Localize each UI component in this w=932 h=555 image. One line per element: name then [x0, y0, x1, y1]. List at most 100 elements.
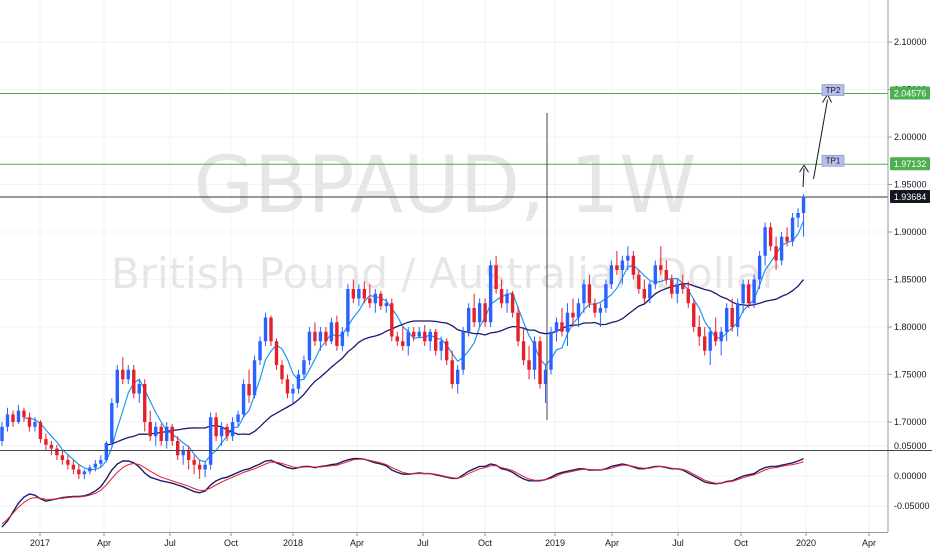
candle-body[interactable]: [214, 417, 218, 437]
candle-body[interactable]: [724, 308, 729, 332]
candle-body[interactable]: [340, 331, 345, 346]
candle-body[interactable]: [5, 414, 10, 427]
candle-body[interactable]: [681, 284, 685, 289]
candle-body[interactable]: [598, 308, 603, 313]
candle-body[interactable]: [335, 322, 339, 346]
candle-body[interactable]: [126, 369, 130, 380]
candles[interactable]: [0, 194, 806, 479]
candle-body[interactable]: [49, 444, 54, 449]
candle-body[interactable]: [269, 317, 273, 342]
candle-body[interactable]: [208, 417, 213, 465]
candle-body[interactable]: [115, 369, 119, 403]
candle-body[interactable]: [785, 236, 789, 242]
candle-body[interactable]: [796, 213, 800, 218]
candle-body[interactable]: [571, 312, 575, 318]
candle-body[interactable]: [692, 303, 696, 327]
annotations[interactable]: TP1 TP2: [546, 84, 845, 420]
candle-body[interactable]: [82, 471, 87, 475]
candle-body[interactable]: [620, 260, 625, 271]
candle-body[interactable]: [55, 448, 59, 456]
candle-body[interactable]: [0, 426, 4, 441]
candle-body[interactable]: [104, 442, 109, 460]
candle-body[interactable]: [757, 255, 762, 280]
candle-body[interactable]: [494, 265, 498, 289]
candle-body[interactable]: [423, 331, 427, 342]
candle-body[interactable]: [148, 422, 152, 437]
candle-body[interactable]: [368, 298, 372, 304]
candle-body[interactable]: [543, 369, 548, 384]
candle-body[interactable]: [554, 322, 559, 332]
candle-body[interactable]: [390, 303, 394, 337]
candle-body[interactable]: [11, 414, 15, 422]
candle-body[interactable]: [675, 284, 679, 294]
tp-label-tp1[interactable]: TP1: [821, 154, 845, 167]
candle-body[interactable]: [730, 308, 734, 327]
candle-body[interactable]: [510, 293, 515, 313]
candle-body[interactable]: [686, 289, 690, 304]
candle-body[interactable]: [801, 196, 806, 213]
candle-body[interactable]: [439, 341, 443, 351]
candle-body[interactable]: [197, 464, 202, 470]
candle-body[interactable]: [412, 331, 416, 337]
candle-body[interactable]: [670, 279, 674, 294]
candle-body[interactable]: [285, 379, 290, 394]
candle-body[interactable]: [219, 426, 224, 437]
candle-body[interactable]: [741, 284, 745, 304]
candle-body[interactable]: [659, 265, 663, 270]
candle-body[interactable]: [532, 341, 537, 370]
candle-body[interactable]: [648, 284, 652, 299]
candle-body[interactable]: [346, 289, 350, 332]
candle-body[interactable]: [181, 450, 185, 456]
candle-body[interactable]: [609, 265, 614, 285]
candle-body[interactable]: [154, 426, 158, 437]
candle-body[interactable]: [121, 369, 125, 380]
candle-body[interactable]: [434, 331, 438, 351]
candle-body[interactable]: [401, 341, 405, 346]
candle-body[interactable]: [653, 265, 658, 285]
candle-body[interactable]: [186, 450, 191, 461]
candle-body[interactable]: [88, 467, 92, 472]
candle-body[interactable]: [560, 322, 564, 332]
candle-body[interactable]: [302, 360, 306, 375]
candle-body[interactable]: [505, 293, 509, 304]
candle-body[interactable]: [768, 227, 773, 247]
candle-body[interactable]: [703, 336, 707, 351]
candle-body[interactable]: [417, 331, 421, 337]
candle-body[interactable]: [60, 455, 65, 460]
candle-body[interactable]: [774, 246, 778, 261]
candle-body[interactable]: [466, 308, 471, 332]
candle-body[interactable]: [22, 410, 26, 418]
candle-body[interactable]: [44, 439, 48, 445]
candle-body[interactable]: [576, 303, 581, 318]
candle-body[interactable]: [604, 284, 608, 308]
candle-body[interactable]: [752, 279, 756, 304]
candle-body[interactable]: [192, 460, 196, 465]
candle-body[interactable]: [450, 360, 454, 384]
candle-body[interactable]: [324, 331, 328, 342]
candle-body[interactable]: [296, 374, 301, 389]
candle-body[interactable]: [697, 327, 701, 337]
candle-body[interactable]: [38, 422, 43, 440]
candle-body[interactable]: [27, 417, 32, 427]
tp-label-tp2[interactable]: TP2: [821, 84, 845, 96]
candle-body[interactable]: [379, 293, 383, 307]
candle-body[interactable]: [33, 422, 37, 427]
candle-body[interactable]: [16, 410, 21, 422]
candle-body[interactable]: [763, 227, 767, 256]
candle-body[interactable]: [714, 331, 718, 342]
candle-body[interactable]: [351, 289, 356, 299]
candle-body[interactable]: [538, 341, 542, 384]
arrow-tp1-head[interactable]: [799, 164, 809, 173]
candle-body[interactable]: [779, 236, 784, 261]
arrow-tp2-shaft[interactable]: [813, 99, 829, 180]
candle-body[interactable]: [66, 460, 70, 465]
candle-body[interactable]: [137, 384, 141, 394]
candle-body[interactable]: [252, 360, 257, 396]
candle-body[interactable]: [247, 384, 251, 396]
candle-body[interactable]: [384, 303, 388, 307]
candle-body[interactable]: [565, 312, 570, 332]
candle-body[interactable]: [258, 341, 262, 361]
arrow-tp1-shaft[interactable]: [802, 168, 805, 188]
